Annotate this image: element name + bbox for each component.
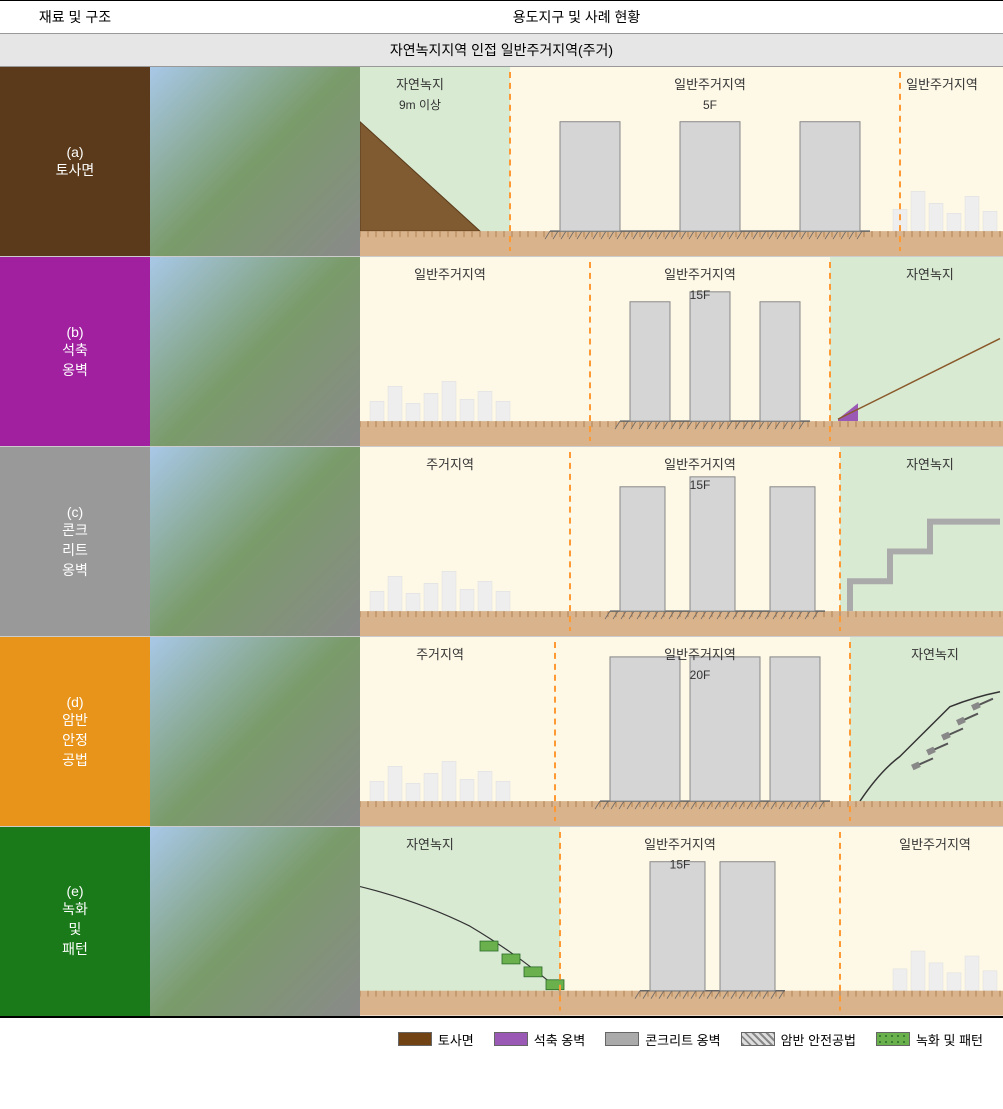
- row-label-a: (a)토사면: [0, 67, 150, 257]
- svg-text:20F: 20F: [690, 668, 711, 682]
- legend-swatch-icon: [605, 1032, 639, 1046]
- table-row: (e)녹화및패턴 자연녹지 일반주거지역 15F 일반주거지역: [0, 827, 1003, 1017]
- diagram-a: 자연녹지 9m 이상 일반주거지역 5F 일반주거지역: [360, 67, 1003, 257]
- svg-text:자연녹지: 자연녹지: [396, 77, 444, 92]
- legend-item: 암반 안전공법: [741, 1030, 856, 1049]
- svg-text:주거지역: 주거지역: [426, 457, 474, 472]
- svg-text:일반주거지역: 일반주거지역: [414, 267, 486, 282]
- svg-text:자연녹지: 자연녹지: [906, 457, 954, 472]
- subheader-row: 자연녹지지역 인접 일반주거지역(주거): [0, 34, 1003, 67]
- photo-placeholder-icon: [150, 67, 360, 256]
- main-table: 재료 및 구조 용도지구 및 사례 현황 자연녹지지역 인접 일반주거지역(주거…: [0, 0, 1003, 1018]
- legend-swatch-icon: [876, 1032, 910, 1046]
- legend-swatch-icon: [494, 1032, 528, 1046]
- svg-text:일반주거지역: 일반주거지역: [906, 77, 978, 92]
- svg-text:주거지역: 주거지역: [416, 647, 464, 662]
- row-label-e: (e)녹화및패턴: [0, 827, 150, 1017]
- svg-text:자연녹지: 자연녹지: [906, 267, 954, 282]
- photo-c: [150, 447, 360, 637]
- legend-swatch-icon: [398, 1032, 432, 1046]
- legend-swatch-icon: [741, 1032, 775, 1046]
- row-label-d: (d)암반안정공법: [0, 637, 150, 827]
- header-col2: 용도지구 및 사례 현황: [150, 1, 1003, 34]
- table-row: (a)토사면 자연녹지 9m 이상 일반주거지역 5F 일반주거지역: [0, 67, 1003, 257]
- row-label-c: (c)콘크리트옹벽: [0, 447, 150, 637]
- legend-label: 토사면: [438, 1030, 474, 1049]
- svg-text:일반주거지역: 일반주거지역: [664, 647, 736, 662]
- legend-item: 콘크리트 옹벽: [605, 1030, 720, 1049]
- legend-item: 녹화 및 패턴: [876, 1030, 983, 1049]
- svg-text:15F: 15F: [690, 478, 711, 492]
- table-row: (b)석축옹벽 일반주거지역 일반주거지역 15F 자연녹지: [0, 257, 1003, 447]
- diagram-b: 일반주거지역 일반주거지역 15F 자연녹지: [360, 257, 1003, 447]
- photo-d: [150, 637, 360, 827]
- diagram-c: 주거지역 일반주거지역 15F 자연녹지: [360, 447, 1003, 637]
- photo-placeholder-icon: [150, 827, 360, 1016]
- legend-item: 석축 옹벽: [494, 1030, 585, 1049]
- header-col1: 재료 및 구조: [0, 1, 150, 34]
- photo-placeholder-icon: [150, 257, 360, 446]
- svg-text:5F: 5F: [703, 98, 717, 112]
- svg-text:15F: 15F: [690, 288, 711, 302]
- legend-label: 콘크리트 옹벽: [645, 1030, 720, 1049]
- photo-e: [150, 827, 360, 1017]
- photo-placeholder-icon: [150, 447, 360, 636]
- svg-text:일반주거지역: 일반주거지역: [644, 837, 716, 852]
- photo-a: [150, 67, 360, 257]
- svg-text:일반주거지역: 일반주거지역: [664, 267, 736, 282]
- svg-text:15F: 15F: [670, 858, 691, 872]
- legend-item: 토사면: [398, 1030, 474, 1049]
- svg-text:9m 이상: 9m 이상: [399, 98, 441, 112]
- svg-text:일반주거지역: 일반주거지역: [899, 837, 971, 852]
- subheader: 자연녹지지역 인접 일반주거지역(주거): [0, 34, 1003, 67]
- legend: 토사면 석축 옹벽 콘크리트 옹벽 암반 안전공법 녹화 및 패턴: [0, 1018, 1003, 1061]
- photo-b: [150, 257, 360, 447]
- svg-text:일반주거지역: 일반주거지역: [674, 77, 746, 92]
- svg-text:자연녹지: 자연녹지: [911, 647, 959, 662]
- row-label-b: (b)석축옹벽: [0, 257, 150, 447]
- legend-label: 녹화 및 패턴: [916, 1030, 983, 1049]
- table-row: (c)콘크리트옹벽 주거지역 일반주거지역 15F 자연녹지: [0, 447, 1003, 637]
- diagram-e: 자연녹지 일반주거지역 15F 일반주거지역: [360, 827, 1003, 1017]
- legend-label: 암반 안전공법: [781, 1030, 856, 1049]
- header-row: 재료 및 구조 용도지구 및 사례 현황: [0, 1, 1003, 34]
- table-row: (d)암반안정공법 주거지역 일반주거지역 20F 자연녹지: [0, 637, 1003, 827]
- svg-text:일반주거지역: 일반주거지역: [664, 457, 736, 472]
- svg-text:자연녹지: 자연녹지: [406, 837, 454, 852]
- legend-label: 석축 옹벽: [534, 1030, 585, 1049]
- photo-placeholder-icon: [150, 637, 360, 826]
- diagram-d: 주거지역 일반주거지역 20F 자연녹지: [360, 637, 1003, 827]
